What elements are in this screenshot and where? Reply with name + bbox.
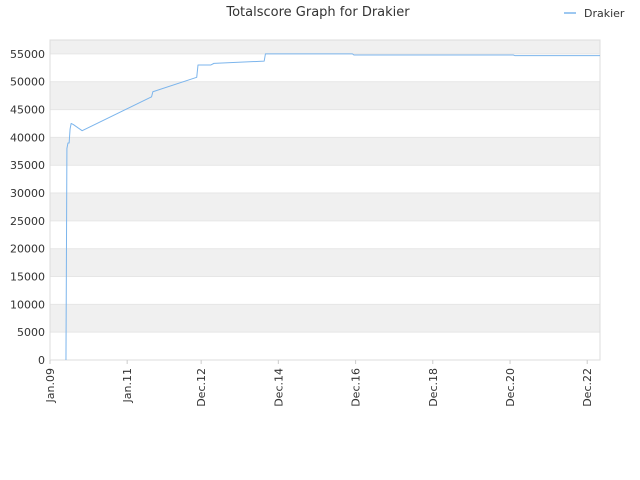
plot-band <box>50 304 600 333</box>
y-tick-label: 30000 <box>10 187 45 200</box>
y-tick-label: 25000 <box>10 215 45 228</box>
y-tick-label: 5000 <box>17 326 45 339</box>
plot-bands <box>50 40 600 333</box>
plot-band <box>50 248 600 277</box>
y-tick-label: 0 <box>38 354 45 367</box>
y-tick-label: 15000 <box>10 271 45 284</box>
y-tick-label: 45000 <box>10 104 45 117</box>
y-tick-label: 35000 <box>10 159 45 172</box>
plot-band <box>50 193 600 221</box>
x-tick-label: Dec.14 <box>272 368 285 407</box>
x-tick-label: Dec.16 <box>350 368 363 407</box>
chart-title: Totalscore Graph for Drakier <box>225 5 410 20</box>
plot-band <box>50 137 600 166</box>
legend-label-drakier[interactable]: Drakier <box>584 7 625 20</box>
y-tick-label: 50000 <box>10 76 45 89</box>
plot-band <box>50 40 600 54</box>
x-tick-label: Dec.18 <box>427 368 440 407</box>
x-tick-label: Dec.12 <box>195 368 208 407</box>
legend[interactable]: Drakier <box>564 7 625 20</box>
plot-band <box>50 81 600 110</box>
series-layer <box>65 53 600 361</box>
grid-lines <box>50 53 600 361</box>
x-axis-ticks: Jan.09 Jan.11 Dec.12 Dec.14 Dec.16 Dec.18 Dec.… <box>44 360 594 407</box>
y-tick-label: 20000 <box>10 243 45 256</box>
series-line-drakier[interactable] <box>65 53 600 361</box>
x-tick-label: Jan.09 <box>44 368 57 403</box>
y-tick-label: 55000 <box>10 48 45 61</box>
y-axis-ticks: 0 5000 10000 15000 20000 25000 30000 35000 40000… <box>10 48 45 367</box>
y-tick-label: 10000 <box>10 298 45 311</box>
x-tick-label: Dec.22 <box>581 368 594 407</box>
x-tick-label: Jan.11 <box>121 368 134 403</box>
plot-border <box>49 39 601 361</box>
y-tick-label: 40000 <box>10 131 45 144</box>
x-tick-label: Dec.20 <box>504 368 517 407</box>
